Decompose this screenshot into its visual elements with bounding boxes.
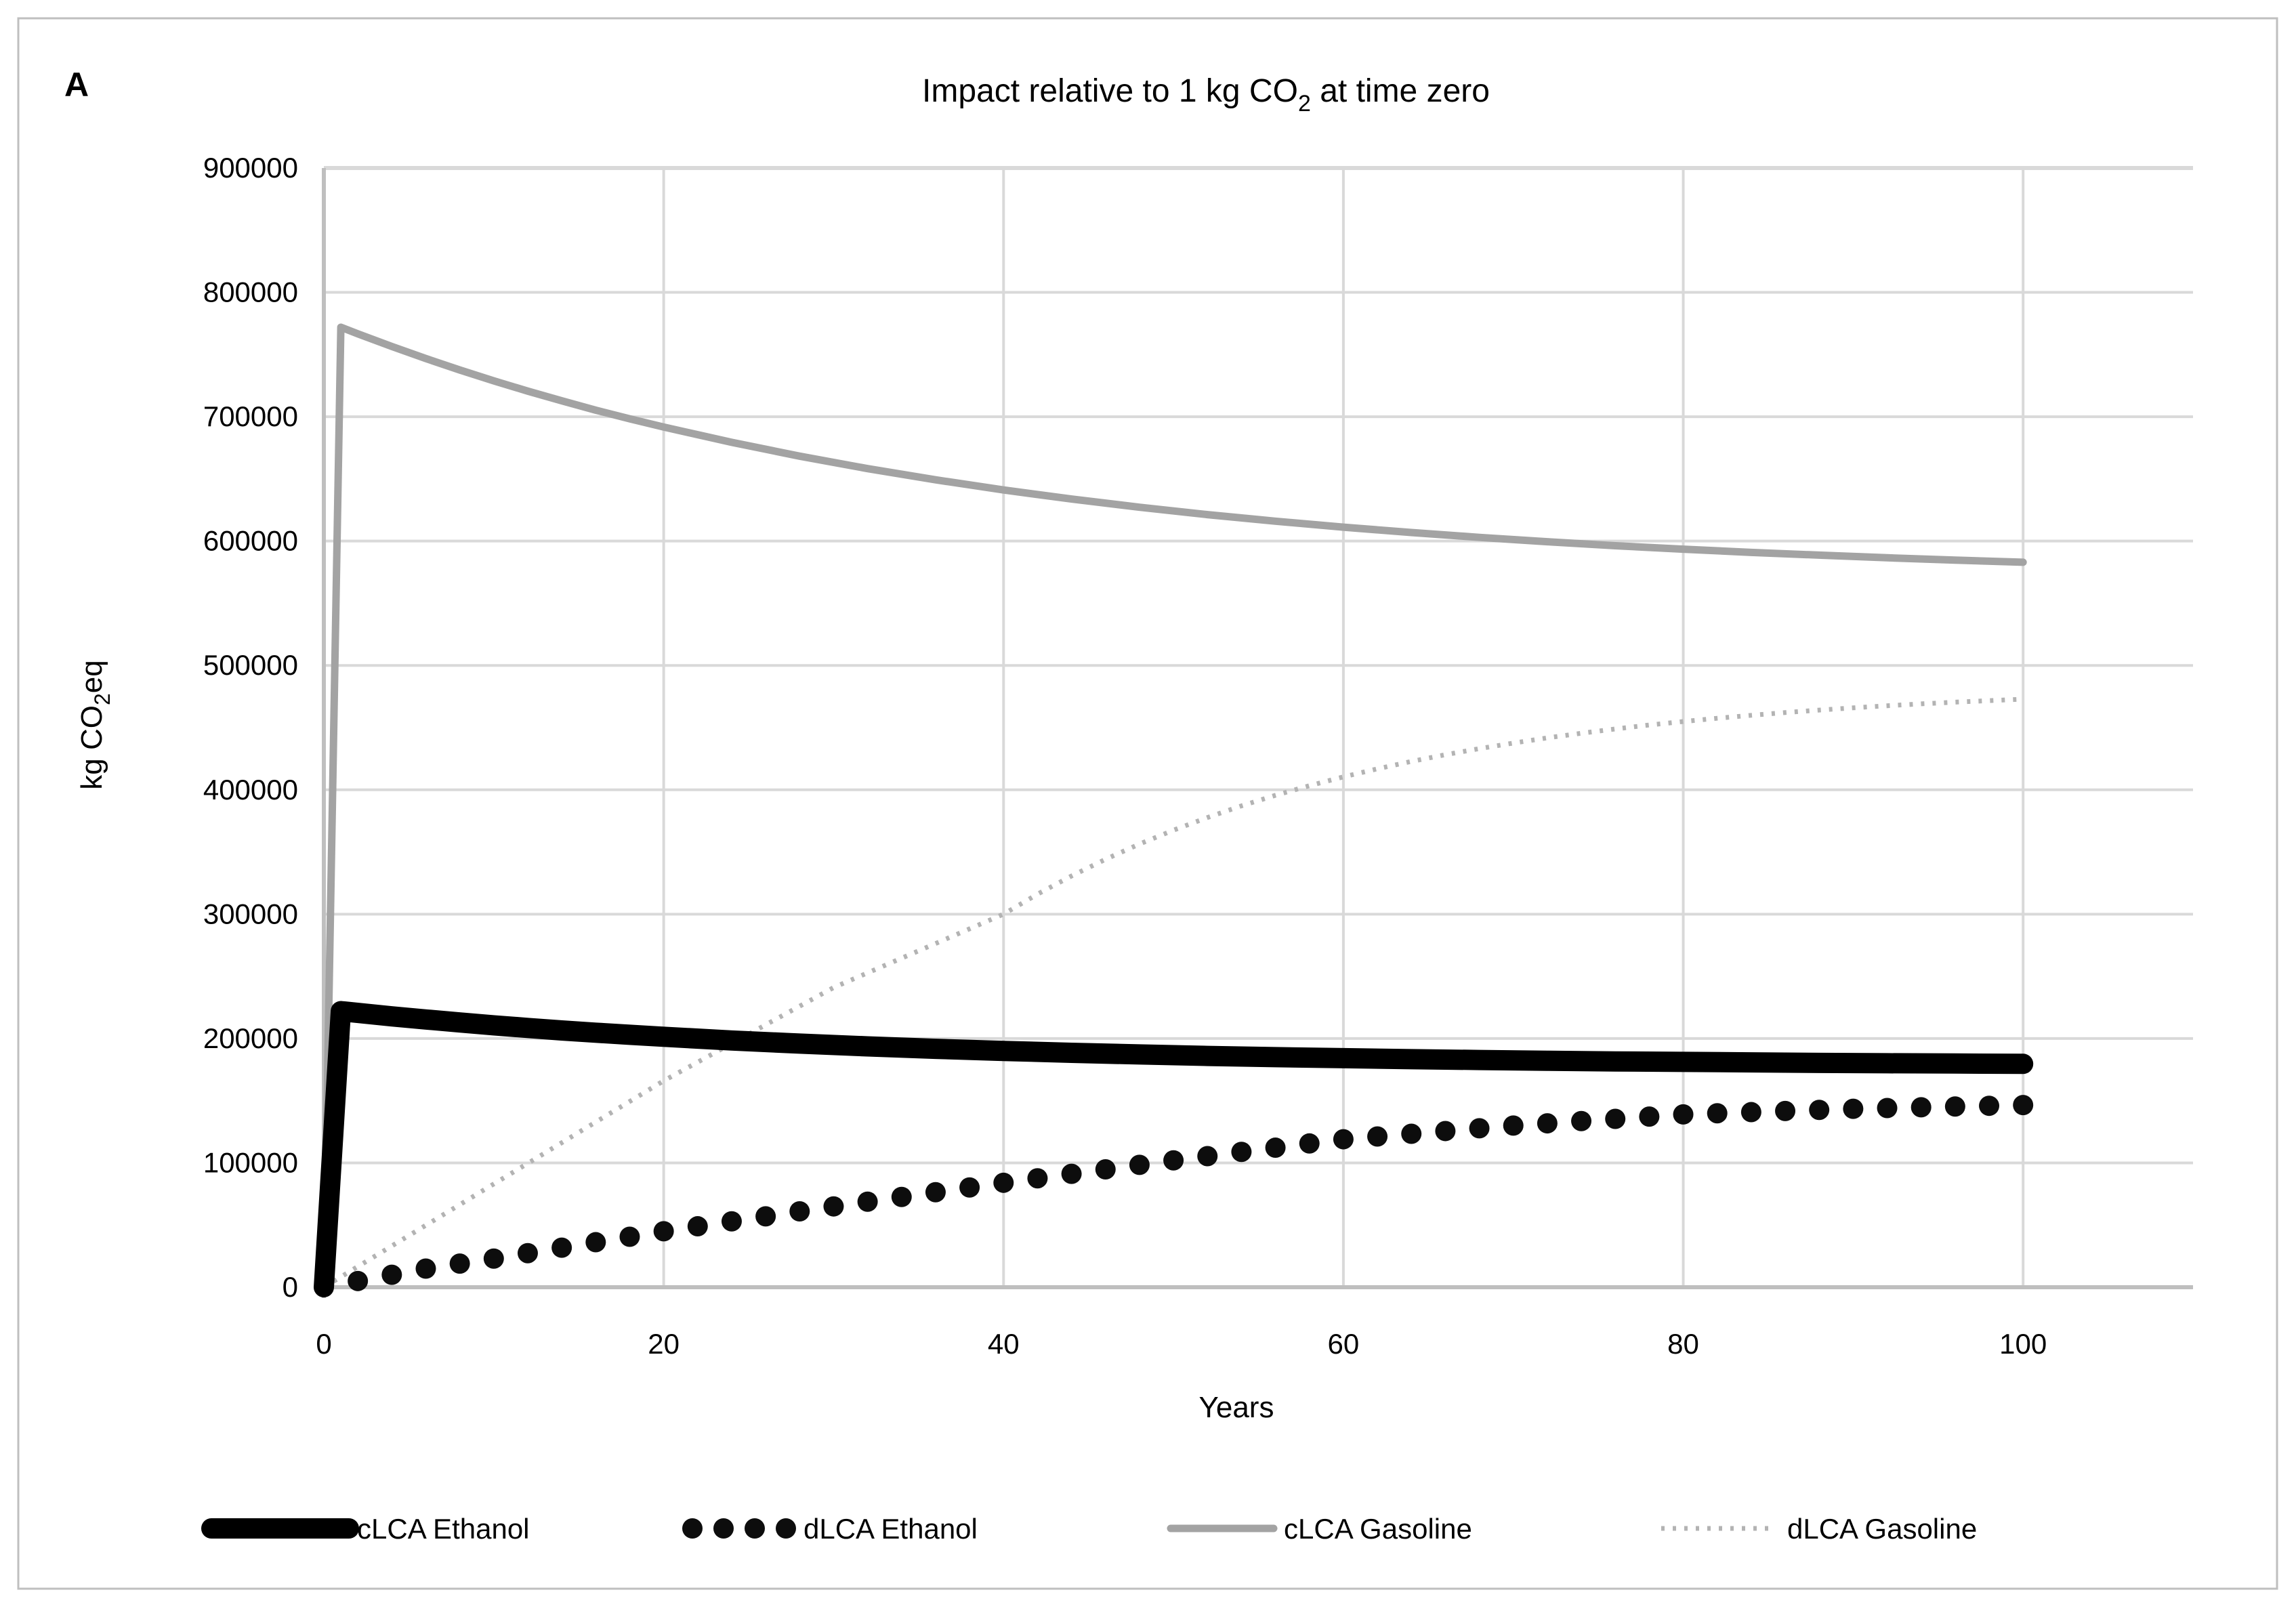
series-point-dlca-ethanol (857, 1191, 878, 1212)
figure-border (17, 17, 2278, 1590)
y-tick-label: 0 (283, 1271, 298, 1303)
x-tick-label: 60 (1328, 1328, 1360, 1360)
chart-title-tail: at time zero (1311, 73, 1490, 109)
legend-label: dLCA Gasoline (1787, 1513, 1977, 1545)
legend-swatch-dot (745, 1518, 765, 1539)
series-line-clca-ethanol (314, 1001, 2034, 1297)
series-point-dlca-ethanol (1435, 1121, 1456, 1142)
series-point-dlca-ethanol (1877, 1098, 1898, 1119)
series-point-dlca-ethanol (1095, 1159, 1116, 1180)
y-tick-label: 700000 (203, 400, 298, 432)
x-tick-label: 20 (648, 1328, 680, 1360)
series-point-dlca-ethanol (959, 1177, 980, 1198)
series-point-dlca-ethanol (1197, 1146, 1218, 1167)
legend-label: cLCA Ethanol (357, 1513, 530, 1545)
y-tick-label: 200000 (203, 1022, 298, 1054)
series-point-dlca-ethanol (619, 1226, 640, 1247)
series-point-dlca-ethanol (1231, 1142, 1252, 1163)
series-line-dlca-gasoline (322, 696, 2024, 1289)
series-point-dlca-ethanol (823, 1196, 844, 1217)
x-tick-label: 40 (988, 1328, 1020, 1360)
series-point-dlca-ethanol (1469, 1118, 1490, 1139)
series-point-dlca-ethanol (925, 1182, 946, 1203)
y-axis-title-subscript: 2 (90, 693, 114, 705)
series-point-dlca-ethanol (1911, 1097, 1932, 1118)
chart-title-main: Impact relative to 1 kg CO (922, 73, 1298, 109)
series-point-dlca-ethanol (1503, 1115, 1524, 1136)
chart-title-subscript: 2 (1298, 91, 1311, 117)
series-point-dlca-ethanol (1061, 1163, 1082, 1184)
series-point-dlca-ethanol (483, 1248, 504, 1269)
y-tick-label: 400000 (203, 774, 298, 806)
y-axis-title-main: kg CO (75, 705, 108, 790)
series-line-clca-gasoline (320, 323, 2027, 1291)
tick-labels: 0 100000 200000 300000 400000 500000 600000 700… (203, 152, 2047, 1360)
y-tick-label: 900000 (203, 152, 298, 184)
series-point-dlca-ethanol (687, 1216, 708, 1237)
legend-swatch-dot (776, 1518, 796, 1539)
series-point-dlca-ethanol (1809, 1100, 1830, 1121)
legend-swatch-dot (713, 1518, 734, 1539)
series-point-dlca-ethanol (1537, 1113, 1558, 1134)
y-axis-title-tail: eq (75, 660, 108, 693)
series-point-dlca-ethanol (1163, 1150, 1184, 1171)
series-point-dlca-ethanol (585, 1232, 606, 1253)
legend-swatch-dot (682, 1518, 703, 1539)
series-point-dlca-ethanol (1299, 1133, 1320, 1154)
series-point-dlca-ethanol (1027, 1168, 1048, 1189)
y-tick-label: 600000 (203, 525, 298, 557)
series-point-dlca-ethanol (1401, 1123, 1422, 1144)
series-group (314, 323, 2034, 1297)
series-point-dlca-ethanol (1367, 1126, 1388, 1147)
y-tick-label: 100000 (203, 1146, 298, 1178)
y-tick-label: 300000 (203, 898, 298, 930)
x-tick-label: 100 (1999, 1328, 2047, 1360)
legend-label: cLCA Gasoline (1284, 1513, 1472, 1545)
series-point-dlca-ethanol (1129, 1154, 1150, 1175)
series-point-dlca-ethanol (415, 1258, 436, 1279)
legend: cLCA Ethanol dLCA Ethanol cLCA Gasoline dLC… (201, 1513, 1977, 1545)
series-point-dlca-ethanol (1333, 1129, 1354, 1150)
series-point-dlca-ethanol (1740, 1102, 1761, 1123)
series-point-dlca-ethanol (1639, 1106, 1660, 1127)
series-point-dlca-ethanol (517, 1243, 538, 1264)
series-point-dlca-ethanol (2013, 1095, 2034, 1116)
series-point-dlca-ethanol (1843, 1098, 1864, 1119)
series-point-dlca-ethanol (721, 1211, 742, 1232)
series-point-dlca-ethanol (755, 1206, 776, 1227)
series-point-dlca-ethanol (449, 1253, 470, 1274)
series-point-dlca-ethanol (653, 1221, 674, 1242)
y-tick-label: 500000 (203, 649, 298, 681)
series-point-dlca-ethanol (891, 1186, 912, 1207)
series-point-dlca-ethanol (381, 1264, 402, 1285)
series-point-dlca-ethanol (1605, 1108, 1626, 1129)
series-point-dlca-ethanol (348, 1270, 369, 1291)
panel-label: A (64, 66, 89, 104)
legend-label: dLCA Ethanol (803, 1513, 978, 1545)
x-axis-title: Years (1199, 1391, 1274, 1424)
series-point-dlca-ethanol (789, 1201, 810, 1222)
x-tick-label: 0 (316, 1328, 331, 1360)
series-point-dlca-ethanol (1673, 1104, 1694, 1125)
series-point-dlca-ethanol (551, 1237, 572, 1258)
series-point-dlca-ethanol (1979, 1095, 2000, 1116)
x-tick-label: 80 (1667, 1328, 1699, 1360)
y-axis-title: kg CO2eq (75, 660, 114, 789)
series-point-dlca-ethanol (1265, 1138, 1286, 1159)
chart-title: Impact relative to 1 kg CO2 at time zero (922, 73, 1490, 117)
series-point-dlca-ethanol (1775, 1100, 1796, 1121)
y-tick-label: 800000 (203, 276, 298, 308)
series-point-dlca-ethanol (1707, 1103, 1728, 1124)
series-point-dlca-ethanol (1571, 1110, 1592, 1131)
series-point-dlca-ethanol (1944, 1096, 1965, 1117)
series-point-dlca-ethanol (993, 1172, 1014, 1193)
